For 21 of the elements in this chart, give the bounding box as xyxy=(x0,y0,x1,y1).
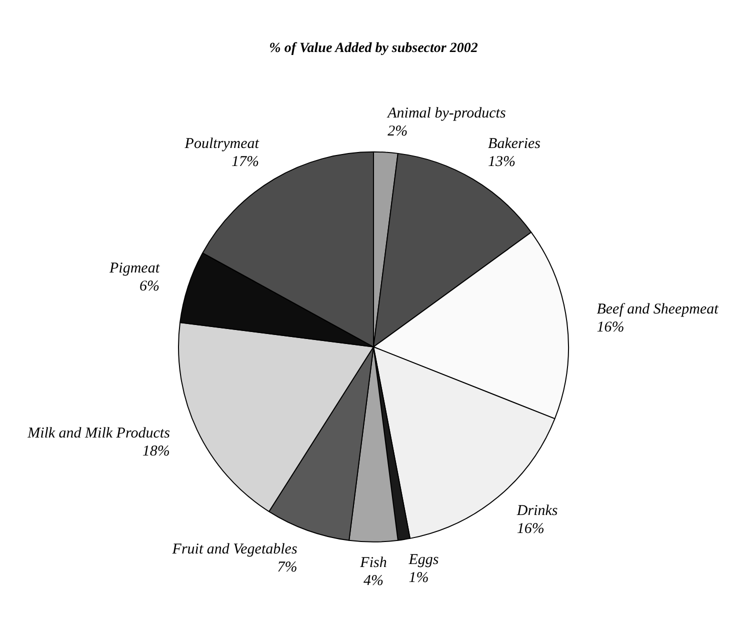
data-label: 4% xyxy=(364,572,384,589)
slice-label: Bakeries xyxy=(488,136,541,152)
slice-label: Poultrymeat xyxy=(184,136,260,152)
data-label: 16% xyxy=(596,320,624,336)
data-label: 6% xyxy=(140,278,160,294)
slice-label: Fish xyxy=(359,554,387,571)
slice-label: Drinks xyxy=(516,503,558,520)
data-label: 16% xyxy=(516,521,544,538)
data-label: 2% xyxy=(388,123,408,140)
slice-label: Fruit and Vegetables xyxy=(171,542,298,558)
data-label: 7% xyxy=(277,560,298,576)
slice-label: Pigmeat xyxy=(108,260,160,276)
data-label: 1% xyxy=(408,570,429,586)
data-label: 17% xyxy=(231,154,259,170)
chart-title: % of Value Added by subsector 2002 xyxy=(269,41,478,56)
data-label: 13% xyxy=(488,154,516,170)
slice-label: Milk and Milk Products xyxy=(26,426,170,442)
slice-label: Eggs xyxy=(408,552,439,568)
slice-label: Beef and Sheepmeat xyxy=(596,302,720,318)
data-label: 18% xyxy=(142,444,170,460)
slice-label: Animal by-products xyxy=(386,105,506,122)
